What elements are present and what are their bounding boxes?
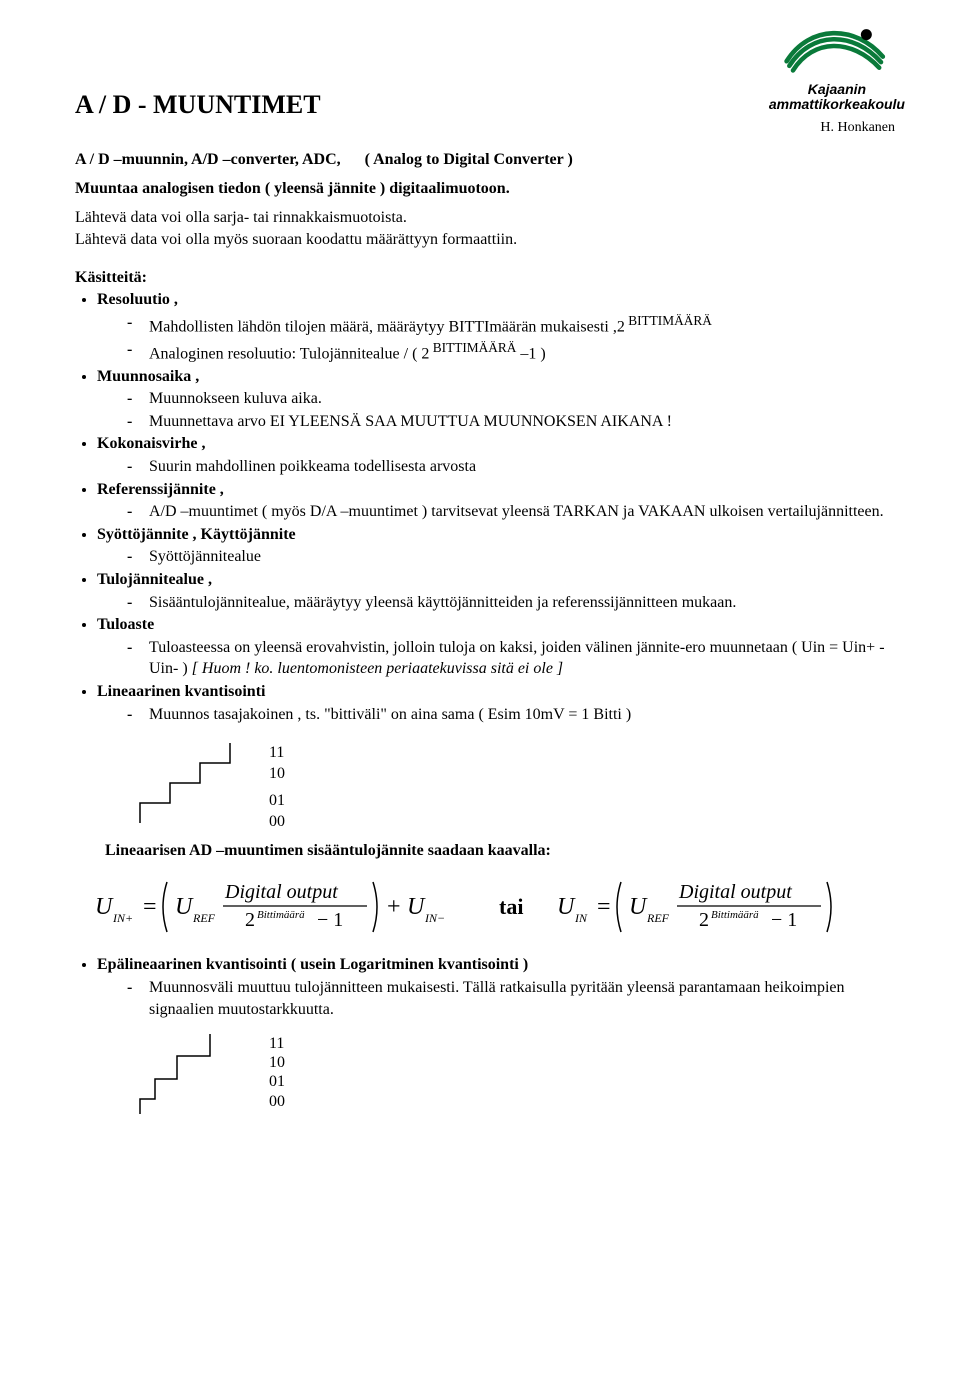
subtitle-a: A / D –muunnin, A/D –converter, ADC,	[75, 151, 341, 168]
svg-text:U: U	[407, 894, 426, 920]
svg-text:+: +	[387, 894, 401, 920]
formula-caption: Lineaarisen AD –muuntimen sisääntulojänn…	[105, 842, 900, 860]
logo-line2: ammattikorkeakoulu	[769, 97, 905, 112]
svg-text:=: =	[143, 894, 157, 920]
syotto-d1: Syöttöjännitealue	[127, 546, 900, 568]
svg-text:Digital output: Digital output	[678, 881, 792, 903]
formula-row: U IN+ = U REF Digital output 2 Bittimäär…	[95, 872, 900, 942]
svg-text:IN: IN	[574, 911, 588, 925]
page: Kajaanin ammattikorkeakoulu H. Honkanen …	[0, 0, 960, 1394]
stair-label-1: 10	[269, 764, 285, 785]
stair-label-2: 01	[269, 791, 285, 812]
resoluutio-d2: Analoginen resoluutio: Tulojännitealue /…	[127, 339, 900, 365]
item-resoluutio: Resoluutio , Mahdollisten lähdön tilojen…	[97, 289, 900, 364]
muunnosaika-name: Muunnosaika ,	[97, 368, 199, 385]
epalineaarinen-d1: Muunnosväli muuttuu tulojännitteen mukai…	[127, 977, 900, 1020]
svg-text:U: U	[175, 894, 194, 920]
svg-text:U: U	[629, 894, 648, 920]
subtitle-b: ( Analog to Digital Converter )	[365, 151, 573, 168]
svg-text:IN−: IN−	[424, 911, 445, 925]
subtitle: A / D –muunnin, A/D –converter, ADC, ( A…	[75, 150, 900, 171]
intro-2b: Lähtevä data voi olla myös suoraan kooda…	[75, 230, 900, 251]
stair-label-0: 11	[269, 743, 285, 764]
svg-text:U: U	[557, 894, 576, 920]
svg-text:− 1: − 1	[317, 909, 343, 931]
formula-2-icon: U IN = U REF Digital output 2 Bittimäärä…	[557, 872, 877, 942]
svg-text:Bittimäärä: Bittimäärä	[711, 909, 759, 921]
concept-list-2: Epälineaarinen kvantisointi ( usein Loga…	[75, 954, 900, 1020]
item-epalineaarinen: Epälineaarinen kvantisointi ( usein Loga…	[97, 954, 900, 1020]
svg-text:IN+: IN+	[112, 911, 133, 925]
svg-text:2: 2	[699, 909, 709, 931]
svg-text:− 1: − 1	[771, 909, 797, 931]
logo: Kajaanin ammattikorkeakoulu	[769, 20, 905, 113]
item-syotto: Syöttöjännite , Käyttöjännite Syöttöjänn…	[97, 524, 900, 568]
muunnosaika-d2: Muunnettava arvo EI YLEENSÄ SAA MUUTTUA …	[127, 411, 900, 433]
svg-text:Bittimäärä: Bittimäärä	[257, 909, 305, 921]
svg-text:U: U	[95, 894, 114, 920]
tai-label: tai	[499, 894, 523, 920]
resoluutio-d1: Mahdollisten lähdön tilojen määrä, määrä…	[127, 312, 900, 338]
stair2-label-1: 10	[269, 1053, 285, 1072]
staircase-1: 11 10 01 00	[135, 743, 900, 832]
item-referenssi: Referenssijännite , A/D –muuntimet ( myö…	[97, 479, 900, 523]
item-muunnosaika: Muunnosaika , Muunnokseen kuluva aika. M…	[97, 366, 900, 433]
tulojannite-d1: Sisääntulojännitealue, määräytyy yleensä…	[127, 592, 900, 614]
stair2-label-0: 11	[269, 1034, 285, 1053]
logo-line1: Kajaanin	[769, 82, 905, 97]
intro-2a: Lähtevä data voi olla sarja- tai rinnakk…	[75, 208, 900, 229]
referenssi-name: Referenssijännite ,	[97, 481, 224, 498]
resoluutio-name: Resoluutio ,	[97, 291, 178, 308]
author: H. Honkanen	[820, 120, 895, 136]
muunnosaika-d1: Muunnokseen kuluva aika.	[127, 388, 900, 410]
stair-label-3: 00	[269, 812, 285, 833]
kasitteita-head: Käsitteitä:	[75, 269, 900, 287]
syotto-name: Syöttöjännite , Käyttöjännite	[97, 526, 296, 543]
logo-text: Kajaanin ammattikorkeakoulu	[769, 82, 905, 113]
tuloaste-d1: Tuloasteessa on yleensä erovahvistin, jo…	[127, 637, 900, 680]
item-lineaarinen: Lineaarinen kvantisointi Muunnos tasajak…	[97, 681, 900, 725]
concept-list: Resoluutio , Mahdollisten lähdön tilojen…	[75, 289, 900, 725]
kokonaisvirhe-d1: Suurin mahdollinen poikkeama todellisest…	[127, 456, 900, 478]
epalineaarinen-name: Epälineaarinen kvantisointi ( usein Loga…	[97, 956, 528, 973]
item-tuloaste: Tuloaste Tuloasteessa on yleensä erovahv…	[97, 614, 900, 680]
tuloaste-name: Tuloaste	[97, 616, 154, 633]
kokonaisvirhe-name: Kokonaisvirhe ,	[97, 435, 205, 452]
stair2-label-3: 00	[269, 1092, 285, 1111]
stair2-label-2: 01	[269, 1072, 285, 1091]
staircase-2-icon	[135, 1034, 255, 1119]
intro-1: Muuntaa analogisen tiedon ( yleensä jänn…	[75, 179, 900, 200]
tulojannite-name: Tulojännitealue ,	[97, 571, 212, 588]
item-kokonaisvirhe: Kokonaisvirhe , Suurin mahdollinen poikk…	[97, 433, 900, 477]
staircase-2: 11 10 01 00	[135, 1034, 900, 1119]
referenssi-d1: A/D –muuntimet ( myös D/A –muuntimet ) t…	[127, 501, 900, 523]
svg-text:REF: REF	[646, 911, 670, 925]
svg-text:Digital output: Digital output	[224, 881, 338, 903]
lineaarinen-name: Lineaarinen kvantisointi	[97, 683, 265, 700]
logo-swirl-icon	[782, 20, 892, 75]
svg-text:=: =	[597, 894, 611, 920]
staircase-icon	[135, 743, 255, 828]
lineaarinen-d1: Muunnos tasajakoinen , ts. "bittiväli" o…	[127, 704, 900, 726]
svg-text:REF: REF	[192, 911, 216, 925]
svg-text:2: 2	[245, 909, 255, 931]
formula-1-icon: U IN+ = U REF Digital output 2 Bittimäär…	[95, 872, 465, 942]
item-tulojannite: Tulojännitealue , Sisääntulojännitealue,…	[97, 569, 900, 613]
